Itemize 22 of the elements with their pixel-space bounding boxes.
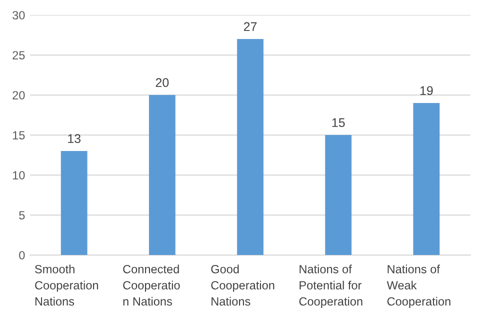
x-tick-label: Nations of Weak Cooperation: [386, 264, 450, 308]
y-tick-label: 5: [19, 211, 25, 220]
data-label: 19: [420, 86, 433, 96]
x-tick-label: Nations of Potential for Cooperation: [299, 264, 362, 308]
x-tick-label: Good Cooperation Nations: [211, 264, 274, 306]
bar: [413, 103, 440, 256]
bar: [60, 151, 88, 256]
bar: [325, 135, 352, 256]
data-label: 13: [68, 134, 81, 144]
y-tick-label: 0: [19, 251, 25, 260]
data-label: 15: [332, 118, 345, 128]
y-tick-label: 15: [12, 131, 25, 140]
bar: [148, 95, 176, 256]
y-tick-label: 20: [12, 91, 25, 100]
y-tick-label: 25: [12, 51, 25, 60]
x-tick-label: Smooth Cooperation Nations: [35, 264, 98, 306]
data-label: 27: [244, 22, 257, 31]
y-tick-label: 10: [12, 171, 25, 180]
y-tick-label: 30: [12, 11, 25, 20]
x-tick-label: Connected Cooperatio n Nations: [123, 264, 180, 306]
bar: [237, 39, 264, 256]
data-label: 20: [156, 78, 169, 88]
